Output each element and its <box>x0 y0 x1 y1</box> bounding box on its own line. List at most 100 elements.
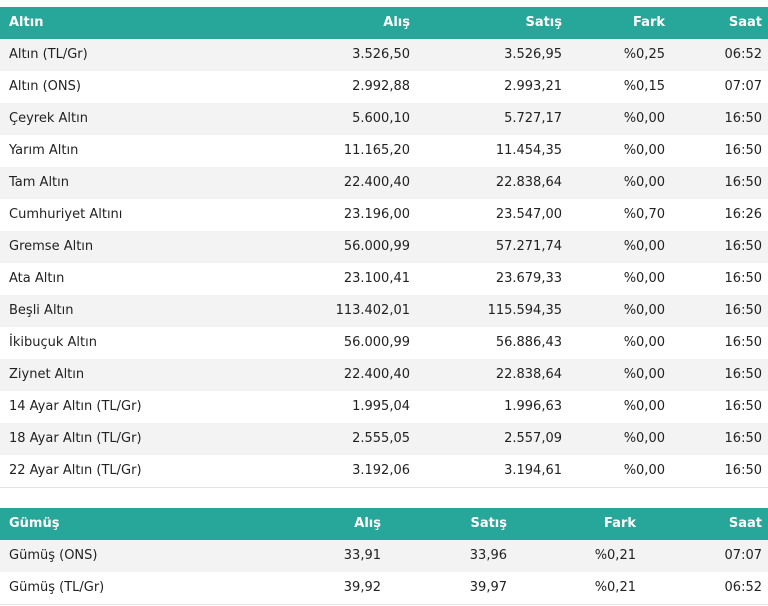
cell-value: %0,70 <box>623 207 665 222</box>
row-label: Ata Altın <box>9 271 65 286</box>
cell-value: Fark <box>633 15 665 30</box>
row-label: Altın <box>9 15 44 30</box>
cell-value: 22.400,40 <box>343 175 410 190</box>
row-label: Yarım Altın <box>9 143 79 158</box>
table-row: Ziynet Altın 22.400,40 22.838,64 %0,00 16:50 <box>0 359 768 391</box>
table-row: 14 Ayar Altın (TL/Gr) 1.995,04 1.996,63 %0,… <box>0 391 768 423</box>
cell-value: 16:50 <box>724 399 762 414</box>
cell-value: 2.993,21 <box>504 79 562 94</box>
cell-value: 5.600,10 <box>352 111 410 126</box>
cell-value: %0,00 <box>623 399 665 414</box>
cell-value: 3.194,61 <box>504 463 562 478</box>
row-label: Gümüş (TL/Gr) <box>9 580 105 595</box>
cell-value: Alış <box>383 15 410 30</box>
cell-value: 23.196,00 <box>343 207 410 222</box>
row-label: Gümüş (ONS) <box>9 548 98 563</box>
table-row: Ata Altın 23.100,41 23.679,33 %0,00 16:50 <box>0 263 768 295</box>
row-label: 14 Ayar Altın (TL/Gr) <box>9 399 142 414</box>
row-label: 18 Ayar Altın (TL/Gr) <box>9 431 142 446</box>
cell-value: 1.996,63 <box>504 399 562 414</box>
cell-value: 56.000,99 <box>343 335 410 350</box>
cell-value: 22.838,64 <box>495 175 562 190</box>
cell-value: 57.271,74 <box>495 239 562 254</box>
table-row: Altın (TL/Gr) 3.526,50 3.526,95 %0,25 06:52 <box>0 39 768 71</box>
cell-value: 3.192,06 <box>352 463 410 478</box>
cell-value: 11.165,20 <box>343 143 410 158</box>
cell-value: %0,00 <box>623 303 665 318</box>
cell-value: Saat <box>728 15 762 30</box>
row-label: Cumhuriyet Altını <box>9 207 123 222</box>
cell-value: 22.400,40 <box>343 367 410 382</box>
cell-value: %0,21 <box>594 548 636 563</box>
cell-value: %0,00 <box>623 367 665 382</box>
cell-value: 23.547,00 <box>495 207 562 222</box>
cell-value: %0,00 <box>623 463 665 478</box>
cell-value: 23.679,33 <box>495 271 562 286</box>
cell-value: 113.402,01 <box>335 303 410 318</box>
row-label: Gümüş <box>9 516 60 531</box>
cell-value: 22.838,64 <box>495 367 562 382</box>
table-row: 18 Ayar Altın (TL/Gr) 2.555,05 2.557,09 %0,… <box>0 423 768 455</box>
cell-value: Satış <box>525 15 562 30</box>
row-label: 22 Ayar Altın (TL/Gr) <box>9 463 142 478</box>
cell-value: 33,96 <box>469 548 507 563</box>
cell-value: 06:52 <box>724 47 762 62</box>
table-row: Gümüş (TL/Gr) 39,92 39,97 %0,21 06:52 <box>0 572 768 604</box>
table-row: Gremse Altın 56.000,99 57.271,74 %0,00 16:50 <box>0 231 768 263</box>
row-label: Ziynet Altın <box>9 367 85 382</box>
cell-value: 3.526,50 <box>352 47 410 62</box>
cell-value: 16:50 <box>724 271 762 286</box>
cell-value: 2.992,88 <box>352 79 410 94</box>
cell-value: %0,15 <box>623 79 665 94</box>
cell-value: 07:07 <box>724 548 762 563</box>
cell-value: 23.100,41 <box>343 271 410 286</box>
cell-value: 16:50 <box>724 431 762 446</box>
table-header: Altın Alış Satış Fark Saat <box>0 7 768 39</box>
cell-value: %0,00 <box>623 335 665 350</box>
cell-value: 16:50 <box>724 463 762 478</box>
cell-value: 33,91 <box>343 548 381 563</box>
table-row: Altın (ONS) 2.992,88 2.993,21 %0,15 07:07 <box>0 71 768 103</box>
cell-value: 3.526,95 <box>504 47 562 62</box>
cell-value: Satış <box>470 516 507 531</box>
cell-value: %0,00 <box>623 271 665 286</box>
row-label: Tam Altın <box>9 175 70 190</box>
table-border <box>0 487 768 488</box>
cell-value: 16:50 <box>724 175 762 190</box>
row-label: Gremse Altın <box>9 239 94 254</box>
cell-value: %0,00 <box>623 111 665 126</box>
cell-value: 39,97 <box>469 580 507 595</box>
row-label: Çeyrek Altın <box>9 111 88 126</box>
cell-value: 56.000,99 <box>343 239 410 254</box>
cell-value: 16:50 <box>724 335 762 350</box>
cell-value: 16:50 <box>724 143 762 158</box>
cell-value: Alış <box>354 516 381 531</box>
cell-value: 06:52 <box>724 580 762 595</box>
row-label: Beşli Altın <box>9 303 74 318</box>
cell-value: 16:50 <box>724 367 762 382</box>
cell-value: %0,00 <box>623 239 665 254</box>
table-row: Gümüş (ONS) 33,91 33,96 %0,21 07:07 <box>0 540 768 572</box>
cell-value: Saat <box>728 516 762 531</box>
cell-value: 5.727,17 <box>504 111 562 126</box>
cell-value: %0,00 <box>623 143 665 158</box>
table-row: İkibuçuk Altın 56.000,99 56.886,43 %0,00 16:… <box>0 327 768 359</box>
row-label: Altın (ONS) <box>9 79 81 94</box>
table-header: Gümüş Alış Satış Fark Saat <box>0 508 768 540</box>
cell-value: 1.995,04 <box>352 399 410 414</box>
table-row: Beşli Altın 113.402,01 115.594,35 %0,00 16:5… <box>0 295 768 327</box>
table-row: Çeyrek Altın 5.600,10 5.727,17 %0,00 16:50 <box>0 103 768 135</box>
table-row: Tam Altın 22.400,40 22.838,64 %0,00 16:50 <box>0 167 768 199</box>
table-row: 22 Ayar Altın (TL/Gr) 3.192,06 3.194,61 %0,… <box>0 455 768 487</box>
cell-value: %0,25 <box>623 47 665 62</box>
cell-value: Fark <box>604 516 636 531</box>
table-row: Yarım Altın 11.165,20 11.454,35 %0,00 16:50 <box>0 135 768 167</box>
cell-value: 56.886,43 <box>495 335 562 350</box>
cell-value: 11.454,35 <box>495 143 562 158</box>
cell-value: 39,92 <box>343 580 381 595</box>
cell-value: %0,21 <box>594 580 636 595</box>
cell-value: 16:50 <box>724 303 762 318</box>
cell-value: %0,00 <box>623 431 665 446</box>
cell-value: 16:26 <box>724 207 762 222</box>
